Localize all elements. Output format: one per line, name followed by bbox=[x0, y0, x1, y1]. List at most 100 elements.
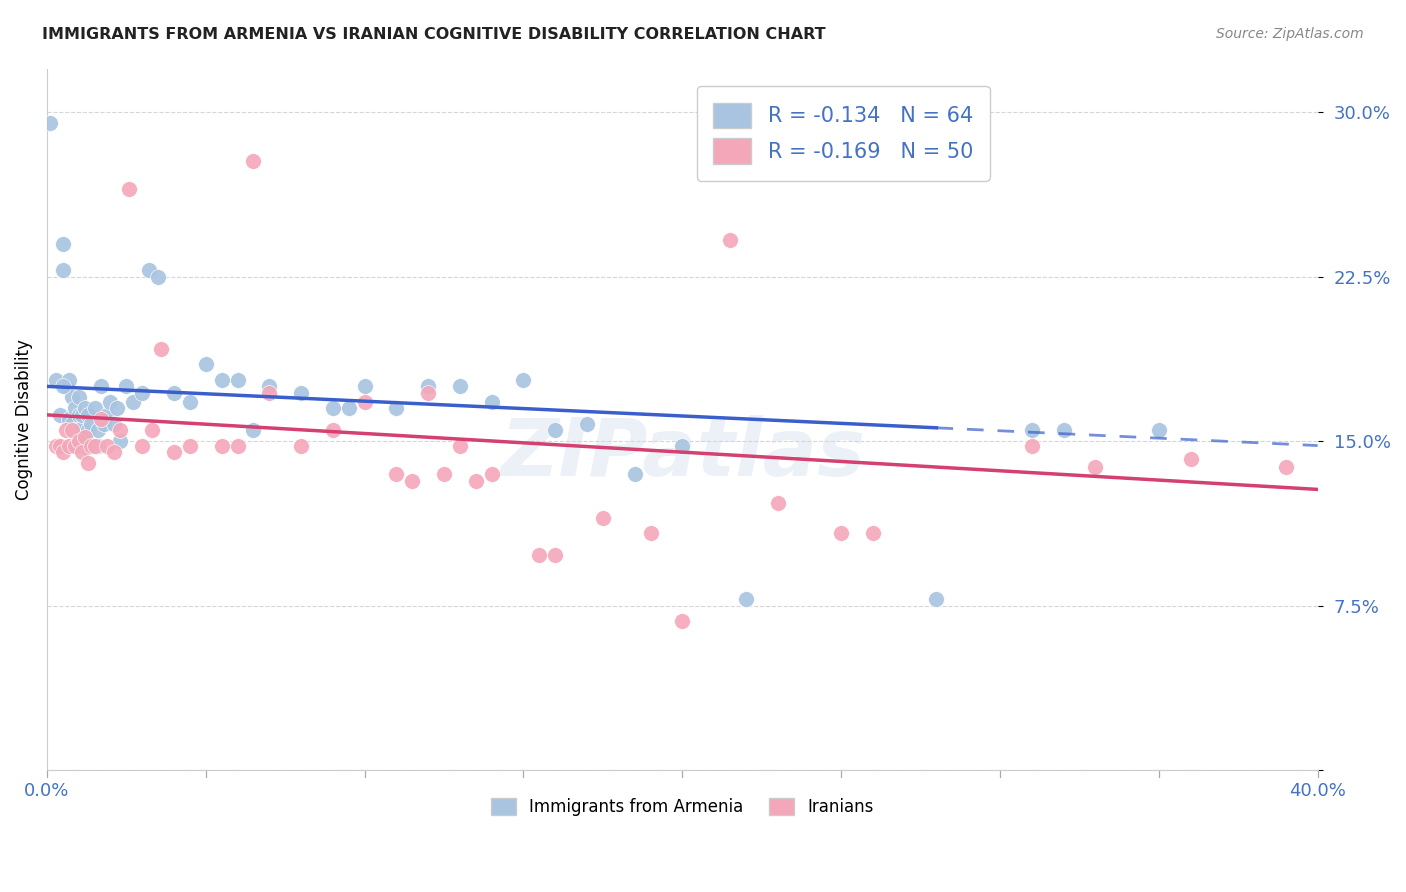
Point bbox=[1021, 423, 1043, 437]
Point bbox=[103, 445, 125, 459]
Point bbox=[259, 386, 281, 401]
Point bbox=[80, 439, 103, 453]
Point bbox=[385, 401, 408, 416]
Point bbox=[337, 401, 360, 416]
Point bbox=[83, 401, 105, 416]
Point bbox=[671, 614, 693, 628]
Point bbox=[242, 153, 264, 168]
Point bbox=[77, 456, 100, 470]
Point bbox=[1021, 439, 1043, 453]
Point bbox=[87, 423, 110, 437]
Point bbox=[52, 445, 75, 459]
Point bbox=[481, 467, 503, 481]
Point bbox=[115, 379, 138, 393]
Point bbox=[58, 373, 80, 387]
Point bbox=[671, 439, 693, 453]
Point bbox=[163, 445, 186, 459]
Point bbox=[416, 386, 439, 401]
Text: IMMIGRANTS FROM ARMENIA VS IRANIAN COGNITIVE DISABILITY CORRELATION CHART: IMMIGRANTS FROM ARMENIA VS IRANIAN COGNI… bbox=[42, 27, 825, 42]
Point bbox=[60, 417, 83, 431]
Point bbox=[131, 386, 153, 401]
Point bbox=[93, 417, 115, 431]
Point bbox=[1180, 451, 1202, 466]
Point bbox=[80, 417, 103, 431]
Point bbox=[90, 379, 112, 393]
Point bbox=[449, 379, 471, 393]
Point bbox=[141, 423, 163, 437]
Point bbox=[226, 373, 249, 387]
Point bbox=[766, 495, 789, 509]
Point bbox=[108, 434, 131, 449]
Point bbox=[77, 423, 100, 437]
Point bbox=[1052, 423, 1074, 437]
Point bbox=[45, 373, 67, 387]
Point bbox=[67, 423, 90, 437]
Point bbox=[67, 408, 90, 422]
Point bbox=[862, 526, 884, 541]
Point bbox=[322, 401, 344, 416]
Point bbox=[96, 439, 118, 453]
Point bbox=[449, 439, 471, 453]
Point bbox=[58, 439, 80, 453]
Point bbox=[734, 592, 756, 607]
Point bbox=[80, 439, 103, 453]
Point bbox=[45, 439, 67, 453]
Y-axis label: Cognitive Disability: Cognitive Disability bbox=[15, 339, 32, 500]
Point bbox=[211, 439, 233, 453]
Point bbox=[925, 592, 948, 607]
Point bbox=[529, 548, 551, 562]
Point bbox=[353, 379, 375, 393]
Point bbox=[52, 379, 75, 393]
Point bbox=[259, 379, 281, 393]
Point bbox=[512, 373, 534, 387]
Point bbox=[48, 408, 70, 422]
Point bbox=[39, 116, 62, 130]
Point bbox=[121, 394, 143, 409]
Point bbox=[131, 439, 153, 453]
Point bbox=[1147, 423, 1170, 437]
Point bbox=[70, 445, 93, 459]
Point bbox=[146, 269, 169, 284]
Point bbox=[416, 379, 439, 393]
Point bbox=[100, 394, 122, 409]
Text: ZIPatlas: ZIPatlas bbox=[499, 416, 865, 493]
Legend: Immigrants from Armenia, Iranians: Immigrants from Armenia, Iranians bbox=[482, 790, 882, 825]
Point bbox=[103, 417, 125, 431]
Point bbox=[138, 263, 160, 277]
Point bbox=[544, 548, 567, 562]
Point bbox=[60, 423, 83, 437]
Point bbox=[481, 394, 503, 409]
Point bbox=[65, 423, 87, 437]
Point bbox=[623, 467, 645, 481]
Point bbox=[52, 263, 75, 277]
Point bbox=[575, 417, 598, 431]
Point bbox=[52, 236, 75, 251]
Point bbox=[150, 342, 173, 356]
Point bbox=[226, 439, 249, 453]
Point bbox=[73, 439, 96, 453]
Point bbox=[108, 423, 131, 437]
Point bbox=[58, 412, 80, 426]
Point bbox=[179, 439, 201, 453]
Point bbox=[211, 373, 233, 387]
Point bbox=[640, 526, 662, 541]
Point bbox=[87, 439, 110, 453]
Point bbox=[290, 386, 312, 401]
Point bbox=[592, 511, 614, 525]
Point bbox=[433, 467, 456, 481]
Point bbox=[385, 467, 408, 481]
Point bbox=[105, 401, 128, 416]
Point bbox=[290, 439, 312, 453]
Point bbox=[118, 182, 141, 196]
Point bbox=[718, 233, 741, 247]
Point bbox=[65, 439, 87, 453]
Point bbox=[70, 408, 93, 422]
Point bbox=[96, 408, 118, 422]
Point bbox=[242, 423, 264, 437]
Point bbox=[65, 401, 87, 416]
Point bbox=[1275, 460, 1298, 475]
Point bbox=[90, 412, 112, 426]
Point bbox=[73, 430, 96, 444]
Text: Source: ZipAtlas.com: Source: ZipAtlas.com bbox=[1216, 27, 1364, 41]
Point bbox=[83, 439, 105, 453]
